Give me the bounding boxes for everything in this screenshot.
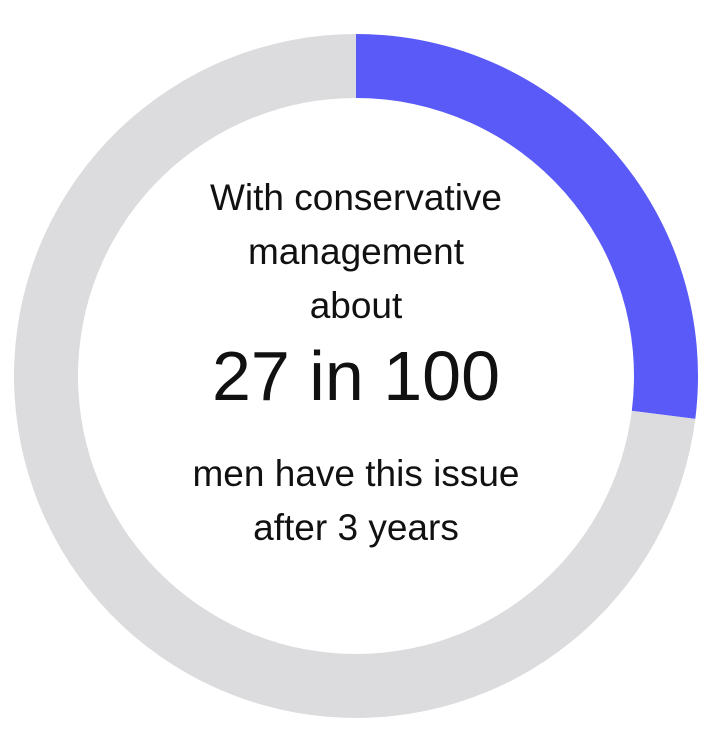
caption-bottom: men have this issue after 3 years (106, 452, 606, 560)
caption-line-3: about (309, 285, 403, 326)
caption-line-1: With conservative (210, 177, 502, 218)
big-stat: 27 in 100 (211, 337, 501, 415)
donut-segment-highlight (356, 34, 699, 419)
caption-line-5: after 3 years (253, 507, 459, 548)
caption-line-2: management (248, 231, 464, 272)
caption-line-4: men have this issue (192, 453, 520, 494)
caption-top: With conservative management about (106, 176, 606, 338)
